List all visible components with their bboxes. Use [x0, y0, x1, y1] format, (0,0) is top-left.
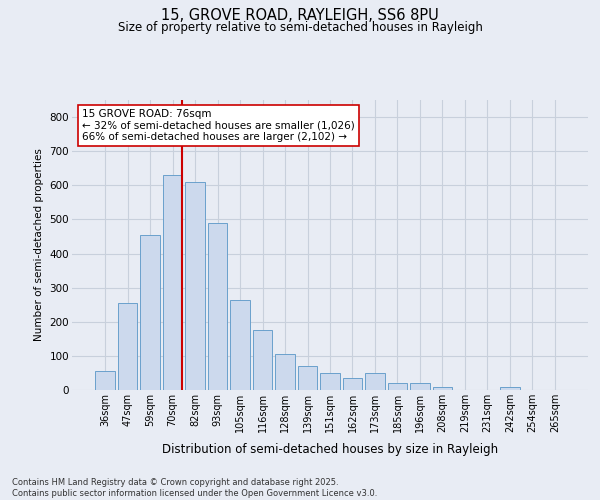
Bar	[118, 303, 137, 390]
Text: Size of property relative to semi-detached houses in Rayleigh: Size of property relative to semi-detach…	[118, 21, 482, 34]
Bar	[163, 175, 182, 390]
Bar	[500, 386, 520, 390]
Bar	[230, 300, 250, 390]
Y-axis label: Number of semi-detached properties: Number of semi-detached properties	[34, 148, 44, 342]
Bar	[185, 182, 205, 390]
Text: Distribution of semi-detached houses by size in Rayleigh: Distribution of semi-detached houses by …	[162, 442, 498, 456]
Bar	[433, 386, 452, 390]
Bar	[275, 354, 295, 390]
Bar	[388, 383, 407, 390]
Bar	[410, 383, 430, 390]
Bar	[208, 223, 227, 390]
Text: 15 GROVE ROAD: 76sqm
← 32% of semi-detached houses are smaller (1,026)
66% of se: 15 GROVE ROAD: 76sqm ← 32% of semi-detac…	[82, 108, 355, 142]
Bar	[320, 373, 340, 390]
Bar	[365, 373, 385, 390]
Bar	[253, 330, 272, 390]
Bar	[140, 235, 160, 390]
Bar	[343, 378, 362, 390]
Bar	[298, 366, 317, 390]
Text: Contains HM Land Registry data © Crown copyright and database right 2025.
Contai: Contains HM Land Registry data © Crown c…	[12, 478, 377, 498]
Text: 15, GROVE ROAD, RAYLEIGH, SS6 8PU: 15, GROVE ROAD, RAYLEIGH, SS6 8PU	[161, 8, 439, 22]
Bar	[95, 371, 115, 390]
